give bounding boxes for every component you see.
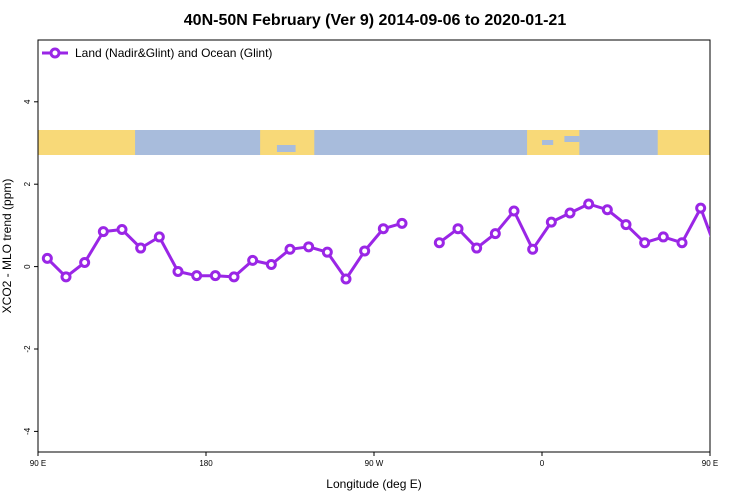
data-point [340,273,352,285]
x-axis: 90 E 180 90 W 0 90 E [30,452,718,468]
data-point [303,241,315,253]
data-point [527,243,539,255]
x-tick-label: 180 [199,459,213,468]
data-point [377,223,389,235]
map-band-ocean [38,130,710,155]
data-point [265,259,277,271]
data-point [228,271,240,283]
data-point [583,198,595,210]
x-tick-label: 90 W [365,459,384,468]
map-band-water [276,145,296,152]
x-axis-label: Longitude (deg E) [326,477,421,491]
legend-label: Land (Nadir&Glint) and Ocean (Glint) [75,46,272,60]
y-axis-label: XCO2 - MLO trend (ppm) [0,179,14,314]
data-point [489,228,501,240]
data-point [676,237,688,249]
map-band [38,130,710,155]
x-tick-label: 0 [540,459,545,468]
y-tick-label: 4 [23,99,32,104]
map-band-water [564,136,580,142]
data-point [433,237,445,249]
data-point [452,223,464,235]
data-point [715,254,723,262]
data-point [657,231,669,243]
data-point [620,219,632,231]
y-tick-label: -4 [23,427,32,435]
data-point [97,226,109,238]
y-axis: -4 -2 0 2 4 [23,99,38,435]
map-band-water [542,140,554,145]
data-point [191,270,203,282]
data-point [209,270,221,282]
data-point [41,252,53,264]
data-point [321,246,333,258]
data-point [695,202,707,214]
data-point [135,242,147,254]
data-point [359,245,371,257]
data-point [396,217,408,229]
series-layer [41,198,742,285]
data-point [79,256,91,268]
y-tick-label: 2 [23,181,32,186]
series-line [438,202,710,251]
x-tick-label: 90 E [30,459,46,468]
series-clip [41,198,742,285]
data-point [247,254,259,266]
data-point [564,207,576,219]
data-point [153,231,165,243]
data-point [471,242,483,254]
y-tick-label: -2 [23,345,32,353]
legend: Land (Nadir&Glint) and Ocean (Glint) [42,46,272,60]
data-point [172,266,184,278]
data-point [545,216,557,228]
map-band-land [38,130,136,155]
data-point [60,271,72,283]
chart-title: 40N-50N February (Ver 9) 2014-09-06 to 2… [184,12,567,29]
x-tick-label: 90 E [702,459,718,468]
y-tick-label: 0 [23,264,32,269]
map-band-land [657,130,710,155]
data-point [508,205,520,217]
data-point [734,273,742,281]
data-point [639,237,651,249]
legend-marker [49,47,61,59]
data-point [116,224,128,236]
data-point [601,204,613,216]
data-point [284,243,296,255]
